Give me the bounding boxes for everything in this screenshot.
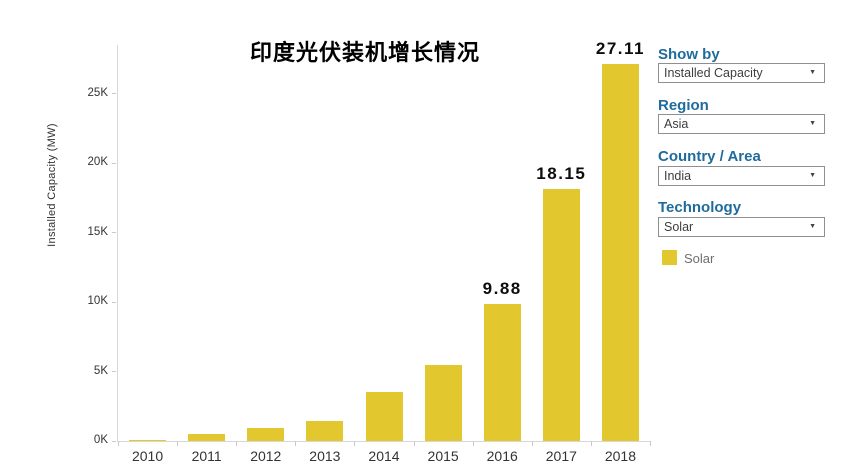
- bar-2011[interactable]: [188, 434, 226, 441]
- chevron-down-icon: ▼: [809, 69, 816, 76]
- x-axis-label-2013: 2013: [309, 448, 341, 464]
- country-area-dropdown-value: India: [664, 169, 692, 183]
- bar-value-label-2017: 18.15: [536, 163, 587, 183]
- legend-label-solar: Solar: [684, 251, 715, 266]
- y-tick-label: 20K: [87, 156, 108, 169]
- y-tick-label: 10K: [87, 295, 108, 308]
- x-axis-label-2017: 2017: [545, 448, 577, 464]
- x-tick: [650, 441, 651, 446]
- region-dropdown-value: Asia: [664, 117, 689, 131]
- y-tick-label: 15K: [87, 225, 108, 238]
- y-axis-line: [117, 45, 118, 441]
- chevron-down-icon: ▼: [809, 223, 816, 230]
- x-tick: [177, 441, 179, 446]
- bar-2014[interactable]: [365, 391, 403, 441]
- filter-label-country-area: Country / Area: [658, 148, 761, 165]
- y-tick: [112, 162, 116, 164]
- x-axis-label-2016: 2016: [486, 448, 518, 464]
- y-tick-label: 25K: [87, 86, 108, 99]
- chart-title: 印度光伏装机增长情况: [249, 40, 480, 66]
- x-tick: [118, 441, 119, 446]
- bar-2010[interactable]: [129, 439, 167, 441]
- x-axis-label-2015: 2015: [427, 448, 459, 464]
- bar-2015[interactable]: [424, 364, 462, 441]
- y-tick: [112, 93, 116, 95]
- show-by-dropdown-value: Installed Capacity: [664, 66, 763, 80]
- filter-label-technology: Technology: [658, 199, 742, 216]
- technology-dropdown-value: Solar: [664, 220, 694, 234]
- country-area-dropdown[interactable]: India ▼: [658, 166, 825, 186]
- y-tick: [112, 301, 116, 303]
- legend-swatch-solar[interactable]: [662, 250, 677, 265]
- x-tick: [354, 441, 356, 446]
- filter-label-show-by: Show by: [658, 46, 720, 63]
- bar-2013[interactable]: [306, 420, 344, 441]
- x-tick: [472, 441, 474, 446]
- y-tick: [112, 440, 116, 442]
- bar-value-label-2018: 27.11: [595, 39, 645, 59]
- bar-2017[interactable]: [542, 188, 580, 441]
- bar-2012[interactable]: [247, 427, 285, 441]
- filter-label-region: Region: [658, 97, 709, 114]
- y-tick-label: 5K: [93, 364, 108, 377]
- bar-value-label-2016: 9.88: [482, 278, 522, 298]
- x-axis-label-2011: 2011: [191, 448, 222, 464]
- x-tick: [590, 441, 592, 446]
- x-axis-label-2012: 2012: [250, 448, 282, 464]
- region-dropdown[interactable]: Asia ▼: [658, 114, 825, 134]
- x-tick: [531, 441, 533, 446]
- y-axis-title: Installed Capacity (MW): [46, 123, 58, 247]
- y-tick: [112, 371, 116, 373]
- x-axis-line: [117, 441, 651, 442]
- x-axis-label-2014: 2014: [368, 448, 400, 464]
- technology-dropdown[interactable]: Solar ▼: [658, 217, 825, 237]
- bar-2018[interactable]: [601, 64, 639, 441]
- show-by-dropdown[interactable]: Installed Capacity ▼: [658, 63, 825, 83]
- chevron-down-icon: ▼: [809, 120, 816, 127]
- bar-2016[interactable]: [483, 303, 521, 441]
- x-axis-label-2018: 2018: [604, 448, 637, 464]
- y-tick: [112, 232, 116, 234]
- x-axis-label-2010: 2010: [131, 448, 164, 464]
- chevron-down-icon: ▼: [809, 172, 816, 179]
- y-tick-label: 0K: [93, 434, 108, 446]
- x-tick: [413, 441, 415, 446]
- x-tick: [236, 441, 238, 446]
- x-tick: [295, 441, 297, 446]
